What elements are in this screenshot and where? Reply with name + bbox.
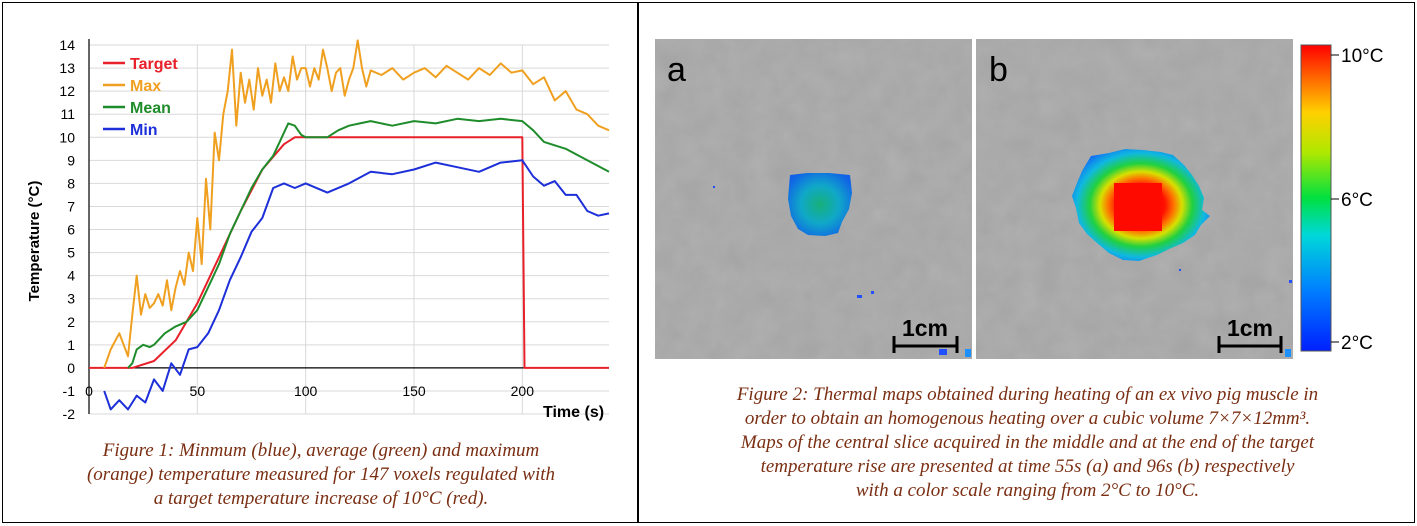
y-tick-label: 7 [67, 198, 75, 214]
x-tick-label: 50 [190, 383, 206, 399]
figure1-caption: Figure 1: Minmum (blue), average (green)… [3, 439, 639, 511]
y-tick-label: 12 [59, 83, 75, 99]
legend-label: Mean [130, 100, 171, 117]
scale-label-b: 1cm [1227, 315, 1273, 341]
y-tick-label: 10 [59, 129, 75, 145]
y-tick-label: 11 [60, 106, 75, 122]
y-tick-label: 5 [67, 245, 75, 261]
y-tick-label: 13 [59, 60, 75, 76]
x-tick-label: 200 [511, 383, 535, 399]
series-line-max [103, 39, 610, 369]
color-scale: 10°C 6°C 2°C [1300, 44, 1383, 354]
panel-letter-b: b [989, 51, 1008, 89]
y-tick-label: 1 [67, 337, 75, 353]
caption-line: order to obtain an homogenous heating ov… [744, 408, 1311, 429]
y-tick-label: -2 [63, 406, 76, 422]
y-axis-label: Temperature (°C) [26, 181, 43, 302]
caption-line: a target temperature increase of 10°C (r… [153, 488, 489, 509]
figure1-panel: -2-101234567891011121314050100150200 Tar… [2, 2, 638, 523]
series-line-mean [127, 117, 610, 369]
caption-line: (orange) temperature measured for 147 vo… [86, 464, 556, 485]
thermal-map-b: b 1cm [976, 39, 1293, 359]
legend-label: Target [130, 56, 178, 73]
scale-bar-b: 1cm [1217, 315, 1283, 353]
panel-letter-a: a [667, 51, 686, 89]
y-tick-label: 0 [67, 360, 75, 376]
colorbar-mid-label: 6°C [1341, 190, 1373, 211]
y-tick-label: 2 [67, 314, 75, 330]
x-axis-label: Time (s) [543, 404, 604, 421]
scale-bar-a: 1cm [892, 315, 959, 353]
caption-line: with a color scale ranging from 2°C to 1… [855, 480, 1200, 501]
legend-label: Min [130, 122, 158, 139]
colorbar-max-label: 10°C [1341, 46, 1383, 67]
colorbar-min-label: 2°C [1341, 333, 1373, 354]
thermal-maps: a 1cm b 1cm [655, 39, 1383, 359]
thermal-map-a: a 1cm [655, 39, 972, 359]
chart-axes: -2-101234567891011121314050100150200 [59, 37, 609, 422]
y-tick-label: 4 [67, 268, 75, 284]
x-tick-label: 100 [294, 383, 318, 399]
y-tick-label: 6 [67, 222, 75, 238]
figure2-caption: Figure 2: Thermal maps obtained during h… [639, 383, 1416, 503]
y-tick-label: -1 [63, 383, 76, 399]
caption-line: Maps of the central slice acquired in th… [740, 432, 1315, 453]
y-tick-label: 9 [67, 152, 75, 168]
temperature-chart: -2-101234567891011121314050100150200 Tar… [26, 37, 610, 422]
series-line-min [103, 159, 610, 411]
y-tick-label: 8 [67, 175, 75, 191]
x-tick-label: 150 [402, 383, 426, 399]
scale-label-a: 1cm [902, 315, 948, 341]
figure2-panel: a 1cm b 1cm [638, 2, 1415, 523]
legend-label: Max [130, 78, 161, 95]
y-tick-label: 3 [67, 291, 75, 307]
chart-legend: Target Max Mean Min [103, 56, 178, 139]
caption-line: Figure 1: Minmum (blue), average (green)… [102, 440, 540, 461]
caption-line: Figure 2: Thermal maps obtained during h… [736, 384, 1319, 405]
chart-series [89, 39, 610, 411]
caption-line: temperature rise are presented at time 5… [760, 456, 1295, 477]
heated-spot-a [788, 173, 852, 236]
y-tick-label: 14 [59, 37, 75, 53]
